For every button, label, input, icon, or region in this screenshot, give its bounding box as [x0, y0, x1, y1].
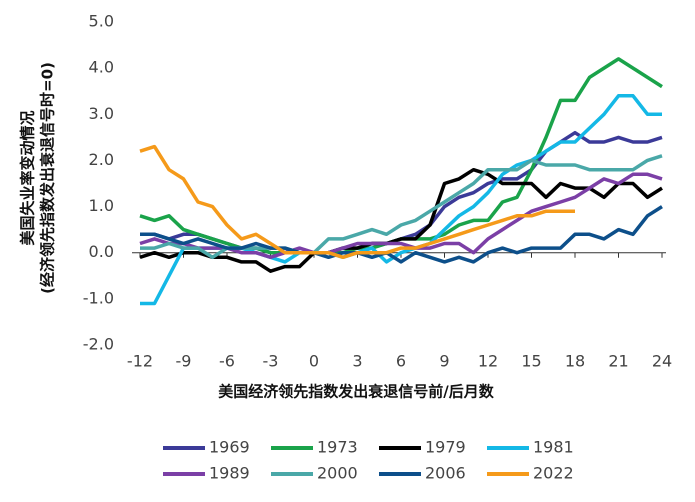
y-tick-label: -2.0: [83, 335, 114, 354]
legend-label: 1969: [209, 438, 250, 457]
y-tick-label: -1.0: [83, 288, 114, 307]
x-tick-label: -3: [263, 352, 279, 371]
legend-label: 1979: [425, 438, 466, 457]
series-line: [140, 94, 662, 306]
x-tick-label: 3: [352, 352, 362, 371]
x-tick-label: -6: [219, 352, 235, 371]
legend-label: 2022: [533, 464, 574, 483]
y-tick-label: 3.0: [89, 104, 114, 123]
y-tick-label: 5.0: [89, 12, 114, 31]
y-tick-label: 2.0: [89, 150, 114, 169]
series-line: [140, 205, 663, 264]
legend-label: 2000: [317, 464, 358, 483]
y-tick-label: 1.0: [89, 196, 114, 215]
x-tick-label: 9: [439, 352, 449, 371]
x-tick-label: 6: [396, 352, 406, 371]
legend-label: 2006: [425, 464, 466, 483]
x-tick-label: -9: [176, 352, 192, 371]
legend-label: 1981: [533, 438, 574, 457]
legend-label: 1989: [209, 464, 250, 483]
y-axis-title: (经济领先指数发出衰退信号时=0): [39, 62, 57, 294]
x-tick-label: -12: [127, 352, 153, 371]
x-tick-label: 0: [309, 352, 319, 371]
legend-label: 1973: [317, 438, 358, 457]
x-tick-label: 24: [652, 352, 672, 371]
series-line: [139, 167, 663, 273]
y-axis-title: 美国失业率变动情况: [19, 110, 37, 245]
x-tick-label: 12: [478, 352, 498, 371]
x-tick-label: 18: [565, 352, 585, 371]
y-tick-label: 0.0: [89, 242, 114, 261]
x-tick-label: 15: [521, 352, 541, 371]
y-tick-label: 4.0: [89, 58, 114, 77]
series-line: [139, 144, 575, 260]
x-axis-title: 美国经济领先指数发出衰退信号前/后月数: [218, 383, 494, 401]
x-tick-label: 21: [608, 352, 628, 371]
